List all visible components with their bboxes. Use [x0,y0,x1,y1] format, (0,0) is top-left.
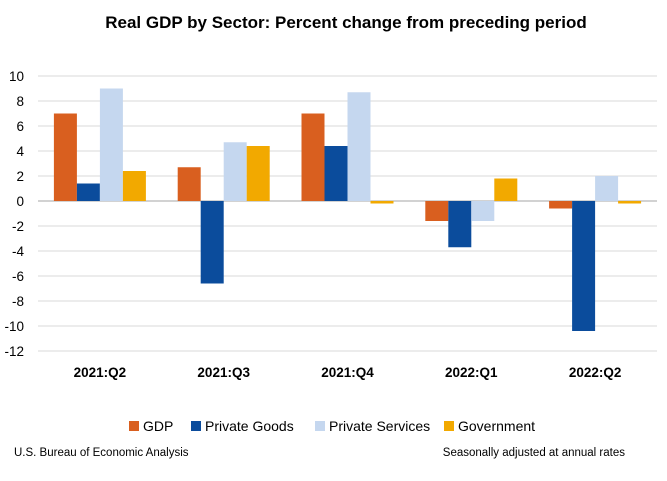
bar-private-services-2021-q3 [223,142,247,201]
y-tick-label: 8 [16,94,24,109]
y-tick-label: 4 [16,144,24,159]
legend-swatch [129,421,139,431]
bar-government-2021-q2 [122,171,146,201]
legend-label: Government [458,418,535,434]
legend-label: GDP [143,418,173,434]
x-tick-label: 2021:Q3 [197,365,250,380]
bar-private-goods-2022-q2 [572,201,596,331]
bar-private-goods-2021-q4 [324,146,348,201]
y-axis-ticks: 10 8 6 4 2 0 -2 -4 -6 -8 -10 -12 [4,69,24,359]
bar-gdp-2022-q2 [549,201,573,209]
y-tick-label: -6 [12,269,24,284]
bar-private-services-2021-q2 [99,88,123,201]
y-tick-label: 0 [16,194,24,209]
bar-government-2021-q4 [370,201,394,204]
x-tick-label: 2022:Q1 [445,365,498,380]
seasonal-adjustment-note: Seasonally adjusted at annual rates [443,447,625,459]
legend-label: Private Goods [205,418,294,434]
bar-gdp-2021-q2 [53,113,77,201]
bar-private-goods-2022-q1 [448,201,472,248]
bar-private-services-2022-q2 [595,176,619,201]
y-tick-label: -10 [4,319,24,334]
y-tick-label: 6 [16,119,24,134]
bars [53,88,642,331]
legend: GDP Private Goods Private Services Governme… [129,418,535,434]
bar-government-2021-q3 [246,146,270,201]
x-axis-ticks: 2021:Q2 2021:Q3 2021:Q4 2022:Q1 2022:Q2 [74,365,622,380]
y-tick-label: -4 [12,244,24,259]
x-tick-label: 2022:Q2 [569,365,622,380]
legend-label: Private Services [329,418,430,434]
y-tick-label: -12 [4,344,24,359]
bar-private-goods-2021-q3 [200,201,224,284]
chart-title: Real GDP by Sector: Percent change from … [105,13,586,32]
bar-private-goods-2021-q2 [76,183,100,201]
bar-gdp-2021-q3 [177,167,201,201]
y-tick-label: -8 [12,294,24,309]
legend-swatch [315,421,325,431]
bar-gdp-2022-q1 [425,201,449,221]
legend-swatch [191,421,201,431]
legend-swatch [444,421,454,431]
bar-gdp-2021-q4 [301,113,325,201]
bar-private-services-2022-q1 [471,201,495,221]
x-tick-label: 2021:Q4 [321,365,374,380]
source-note: U.S. Bureau of Economic Analysis [14,447,189,459]
y-tick-label: 2 [16,169,24,184]
y-tick-label: -2 [12,219,24,234]
x-tick-label: 2021:Q2 [74,365,127,380]
bar-government-2022-q1 [494,178,518,201]
bar-private-services-2021-q4 [347,92,371,201]
y-tick-label: 10 [9,69,24,84]
bar-government-2022-q2 [618,201,642,204]
